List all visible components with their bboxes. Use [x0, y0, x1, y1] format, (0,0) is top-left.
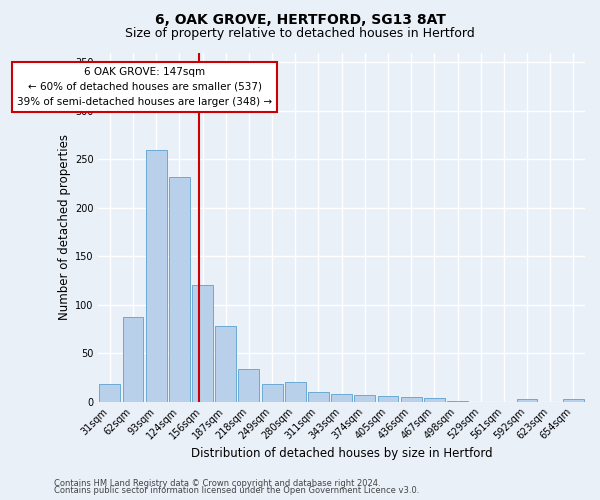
X-axis label: Distribution of detached houses by size in Hertford: Distribution of detached houses by size …: [191, 447, 493, 460]
Bar: [169, 176, 190, 402]
Bar: [447, 400, 468, 402]
Bar: [285, 382, 306, 402]
Bar: [563, 399, 584, 402]
Bar: [517, 399, 538, 402]
Text: 6 OAK GROVE: 147sqm
← 60% of detached houses are smaller (537)
39% of semi-detac: 6 OAK GROVE: 147sqm ← 60% of detached ho…: [17, 67, 272, 106]
Y-axis label: Number of detached properties: Number of detached properties: [58, 134, 71, 320]
Text: Contains public sector information licensed under the Open Government Licence v3: Contains public sector information licen…: [54, 486, 419, 495]
Bar: [355, 395, 375, 402]
Bar: [262, 384, 283, 402]
Bar: [331, 394, 352, 402]
Bar: [238, 368, 259, 402]
Text: 6, OAK GROVE, HERTFORD, SG13 8AT: 6, OAK GROVE, HERTFORD, SG13 8AT: [155, 12, 445, 26]
Bar: [308, 392, 329, 402]
Bar: [122, 318, 143, 402]
Text: Contains HM Land Registry data © Crown copyright and database right 2024.: Contains HM Land Registry data © Crown c…: [54, 478, 380, 488]
Text: Size of property relative to detached houses in Hertford: Size of property relative to detached ho…: [125, 28, 475, 40]
Bar: [192, 286, 213, 402]
Bar: [424, 398, 445, 402]
Bar: [146, 150, 167, 402]
Bar: [401, 397, 422, 402]
Bar: [100, 384, 120, 402]
Bar: [215, 326, 236, 402]
Bar: [377, 396, 398, 402]
